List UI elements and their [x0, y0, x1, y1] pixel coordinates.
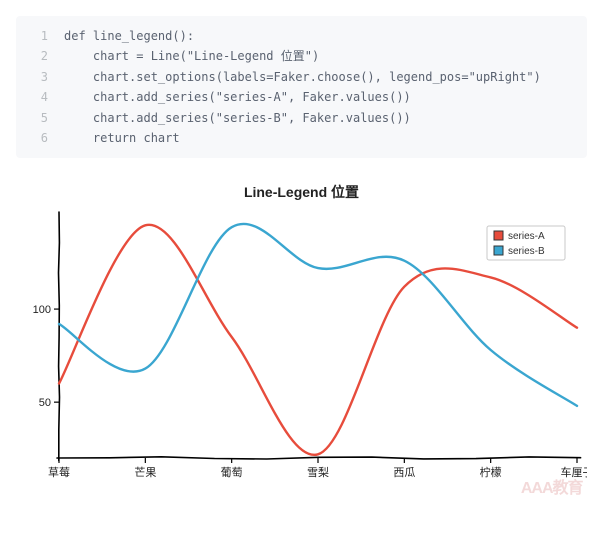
watermark: AAA教育 — [521, 474, 583, 498]
x-tick-label: 草莓 — [48, 466, 70, 479]
x-tick-label: 芒果 — [134, 466, 156, 479]
code-text: chart.add_series("series-B", Faker.value… — [64, 108, 411, 128]
code-text: chart.set_options(labels=Faker.choose(),… — [64, 67, 541, 87]
x-tick-label: 葡萄 — [220, 466, 242, 479]
code-block: 1def line_legend():2 chart = Line("Line-… — [16, 16, 587, 158]
code-line: 4 chart.add_series("series-A", Faker.val… — [16, 87, 587, 107]
code-text: return chart — [64, 128, 180, 148]
x-tick-label: 雪梨 — [307, 465, 329, 479]
line-number: 6 — [28, 128, 48, 148]
line-number: 3 — [28, 67, 48, 87]
line-number: 2 — [28, 46, 48, 66]
legend-label: series-B — [508, 246, 545, 257]
chart-title: Line-Legend 位置 — [17, 182, 587, 202]
code-line: 2 chart = Line("Line-Legend 位置") — [16, 46, 587, 66]
x-axis — [57, 457, 581, 459]
code-line: 1 def line_legend(): — [16, 26, 587, 46]
code-line: 6 return chart — [16, 128, 587, 148]
y-axis — [58, 212, 59, 461]
line-chart: 50100草莓芒果葡萄雪梨西瓜柠檬车厘子series-Aseries-B — [17, 208, 587, 488]
code-text: chart = Line("Line-Legend 位置") — [64, 46, 319, 66]
code-line: 3 chart.set_options(labels=Faker.choose(… — [16, 67, 587, 87]
chart-container: Line-Legend 位置 50100草莓芒果葡萄雪梨西瓜柠檬车厘子serie… — [17, 182, 587, 492]
line-number: 4 — [28, 87, 48, 107]
y-tick-label: 50 — [38, 397, 50, 409]
legend-label: series-A — [508, 231, 545, 242]
x-tick-label: 柠檬 — [479, 465, 501, 479]
code-text: chart.add_series("series-A", Faker.value… — [64, 87, 411, 107]
legend-marker — [494, 246, 503, 255]
y-tick-label: 100 — [32, 304, 50, 316]
line-number: 5 — [28, 108, 48, 128]
legend-marker — [494, 231, 503, 240]
line-number: 1 — [28, 26, 48, 46]
code-line: 5 chart.add_series("series-B", Faker.val… — [16, 108, 587, 128]
code-text: def line_legend(): — [64, 26, 194, 46]
x-tick-label: 西瓜 — [393, 467, 415, 479]
